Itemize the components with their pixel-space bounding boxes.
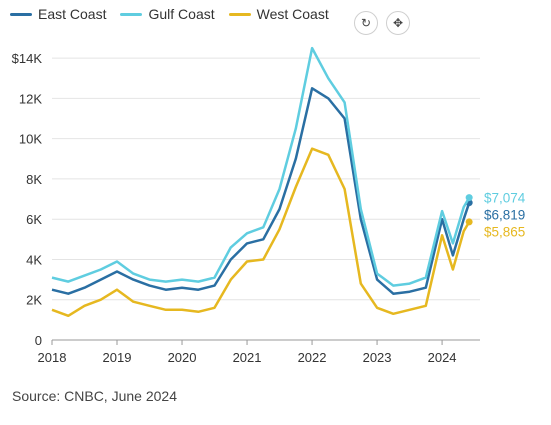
end-labels: $7,074 $6,819 $5,865 — [484, 191, 526, 240]
legend-item-west[interactable]: West Coast — [228, 6, 329, 22]
end-value-label: $6,819 — [484, 208, 525, 223]
source-note: Source: CNBC, June 2024 — [12, 388, 177, 404]
y-tick-label: 10K — [19, 132, 42, 147]
x-tick-label: 2020 — [168, 350, 197, 365]
gridlines — [52, 57, 480, 341]
x-tick-label: 2023 — [363, 350, 392, 365]
legend-label: East Coast — [38, 6, 107, 22]
legend-label: West Coast — [256, 6, 329, 22]
y-tick-label: $14K — [12, 51, 43, 66]
legend-swatch — [120, 12, 143, 16]
y-tick-label: 6K — [26, 212, 42, 227]
refresh-icon: ↻ — [360, 16, 372, 30]
y-tick-label: 4K — [26, 252, 42, 267]
legend-item-gulf[interactable]: Gulf Coast — [120, 6, 215, 22]
legend-label: Gulf Coast — [148, 6, 215, 22]
y-tick-label: 8K — [26, 172, 42, 187]
x-tick-label: 2022 — [298, 350, 327, 365]
y-tick-label: 12K — [19, 91, 42, 106]
series-end-point — [465, 194, 473, 202]
legend-swatch — [228, 12, 251, 16]
x-axis-ticks: 2018 2019 2020 2021 2022 2023 2024 — [38, 340, 457, 365]
series-line-east-coast — [51, 87, 471, 295]
end-value-label: $5,865 — [484, 225, 525, 240]
move-button[interactable]: ✥ — [386, 11, 410, 35]
x-tick-label: 2024 — [428, 350, 457, 365]
series-line-west-coast — [51, 147, 471, 318]
move-icon: ✥ — [392, 16, 404, 30]
series-end-point — [465, 218, 473, 226]
refresh-button[interactable]: ↻ — [354, 11, 378, 35]
legend: East Coast Gulf Coast West Coast — [10, 6, 343, 22]
y-axis-ticks: 0 2K 4K 6K 8K 10K 12K $14K — [12, 51, 43, 348]
x-tick-label: 2019 — [103, 350, 132, 365]
y-tick-label: 2K — [26, 293, 42, 308]
legend-item-east[interactable]: East Coast — [10, 6, 106, 22]
end-value-label: $7,074 — [484, 191, 526, 206]
y-tick-label: 0 — [35, 333, 42, 348]
x-tick-label: 2018 — [38, 350, 67, 365]
series-line-gulf-coast — [51, 46, 471, 287]
legend-swatch — [10, 12, 32, 16]
x-tick-label: 2021 — [233, 350, 262, 365]
series-lines — [51, 46, 473, 318]
